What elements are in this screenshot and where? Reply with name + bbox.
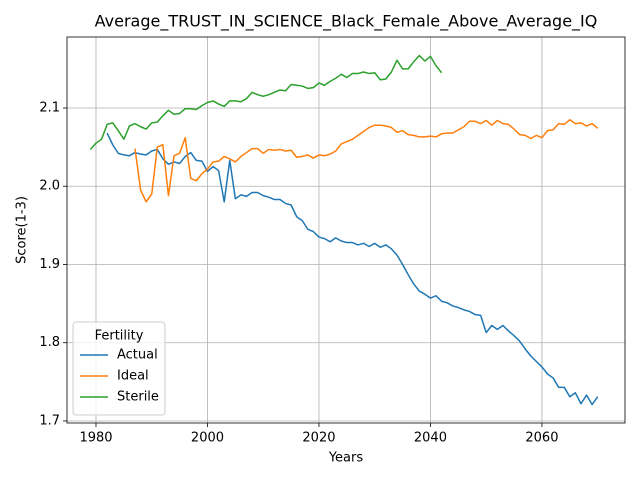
- legend-title: Fertility: [95, 329, 144, 344]
- y-axis-label: Score(1-3): [15, 196, 30, 264]
- x-tick-label: 2020: [302, 431, 335, 446]
- legend: Fertility Actual Ideal Sterile: [72, 321, 166, 416]
- x-axis-label: Years: [328, 451, 364, 466]
- data-line: [134, 118, 599, 203]
- legend-label: Sterile: [117, 390, 159, 405]
- y-tick-label: 1.7: [39, 413, 60, 428]
- y-tick-label: 2.0: [39, 179, 60, 194]
- data-line: [106, 132, 599, 406]
- plot-frame: [66, 36, 626, 424]
- x-tick-label: 2060: [525, 431, 558, 446]
- x-tick-label: 2040: [414, 431, 447, 446]
- y-tick-label: 2.1: [39, 100, 60, 115]
- chart-title: Average_TRUST_IN_SCIENCE_Black_Female_Ab…: [95, 12, 598, 32]
- y-tick-label: 1.9: [39, 257, 60, 272]
- legend-label: Ideal: [117, 369, 149, 384]
- x-tick-label: 2000: [191, 431, 224, 446]
- y-tick-label: 1.8: [39, 335, 60, 350]
- data-line: [89, 54, 443, 150]
- x-tick-label: 1980: [79, 431, 112, 446]
- legend-box: [72, 321, 166, 416]
- legend-label: Actual: [117, 348, 158, 363]
